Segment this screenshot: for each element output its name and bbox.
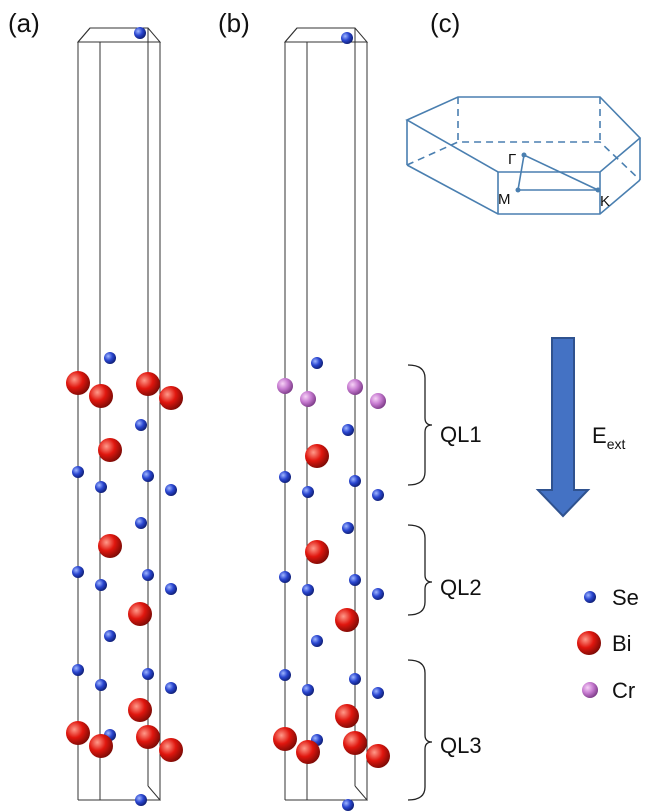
se-atom [342, 424, 354, 436]
cell-edge [78, 28, 90, 42]
se-atom [72, 566, 84, 578]
bi-atom [66, 371, 90, 395]
se-atom [135, 419, 147, 431]
legend-label: Se [612, 585, 639, 610]
bi-atom [335, 608, 359, 632]
panel-label: (b) [218, 8, 250, 38]
se-atom [349, 475, 361, 487]
se-atom [372, 489, 384, 501]
bi-atom [66, 721, 90, 745]
se-atom [302, 684, 314, 696]
se-atom [302, 486, 314, 498]
layer-label: QL1 [440, 422, 482, 447]
se-atom [311, 357, 323, 369]
se-atom [342, 799, 354, 811]
gamma-label: Γ [508, 151, 516, 168]
unit-cells [78, 28, 367, 800]
se-atom [311, 635, 323, 647]
layer-brackets: QL1 QL2 QL3 [408, 365, 482, 800]
panel-label: (a) [8, 8, 40, 38]
layer-label: QL2 [440, 575, 482, 600]
bi-atom [136, 725, 160, 749]
atoms [66, 27, 390, 811]
m-label: M [498, 191, 511, 208]
se-atom [372, 588, 384, 600]
se-atom [279, 571, 291, 583]
se-atom [142, 668, 154, 680]
se-atom [134, 27, 146, 39]
bi-atom [98, 438, 122, 462]
se-atom [95, 481, 107, 493]
cell-edge [285, 28, 297, 42]
se-atom [165, 682, 177, 694]
se-atom [72, 664, 84, 676]
se-atom [104, 630, 116, 642]
se-atom [349, 673, 361, 685]
cr-atom [370, 393, 386, 409]
bi-atom [89, 734, 113, 758]
cell-edge [285, 786, 367, 800]
se-atom [341, 32, 353, 44]
bi-atom [98, 534, 122, 558]
field-label: Eext [592, 423, 625, 452]
bi-atom [89, 384, 113, 408]
se-atom [302, 584, 314, 596]
legend: Se Bi Cr [577, 585, 639, 703]
layer-label: QL3 [440, 733, 482, 758]
se-atom [165, 583, 177, 595]
bi-atom [335, 704, 359, 728]
figure: (a) (b) (c) Γ M K QL1 QL2 QL3 Eext Se Bi [0, 0, 651, 811]
legend-label: Bi [612, 631, 632, 656]
bi-atom [273, 727, 297, 751]
bi-atom [128, 698, 152, 722]
se-atom [349, 574, 361, 586]
bi-atom [159, 738, 183, 762]
se-atom [279, 471, 291, 483]
se-atom [72, 466, 84, 478]
se-atom [372, 687, 384, 699]
cell-edge [78, 786, 160, 800]
se-atom [104, 352, 116, 364]
bi-atom [366, 744, 390, 768]
bi-atom [136, 372, 160, 396]
se-atom [95, 679, 107, 691]
bi-atom [159, 386, 183, 410]
brillouin-zone: Γ M K [407, 97, 640, 214]
panel-label: (c) [430, 8, 460, 38]
se-atom [95, 579, 107, 591]
se-atom [165, 484, 177, 496]
cr-atom [277, 378, 293, 394]
bi-atom [305, 444, 329, 468]
field-symbol: E [592, 423, 607, 448]
se-atom [342, 522, 354, 534]
field-arrow: Eext [538, 338, 625, 516]
cr-atom [347, 379, 363, 395]
se-atom [142, 569, 154, 581]
k-label: K [600, 193, 610, 210]
bi-atom [305, 540, 329, 564]
se-atom [142, 470, 154, 482]
field-subscript: ext [607, 436, 626, 452]
se-atom [135, 794, 147, 806]
cr-atom [300, 391, 316, 407]
bi-atom [296, 740, 320, 764]
se-atom [135, 517, 147, 529]
se-atom [279, 669, 291, 681]
bi-atom [128, 602, 152, 626]
bi-atom [343, 731, 367, 755]
legend-label: Cr [612, 678, 635, 703]
